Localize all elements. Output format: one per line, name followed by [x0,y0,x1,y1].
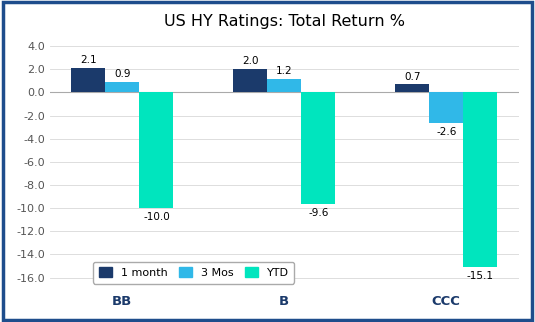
Bar [233,69,268,92]
Text: 0.7: 0.7 [404,71,421,81]
Legend: 1 month, 3 Mos, YTD: 1 month, 3 Mos, YTD [93,262,294,284]
Bar [268,79,301,92]
Bar [429,92,463,123]
Text: -2.6: -2.6 [436,127,456,137]
Text: 0.9: 0.9 [114,69,131,79]
Bar [105,82,140,92]
Text: -15.1: -15.1 [467,271,494,281]
Bar [301,92,335,204]
Text: 2.0: 2.0 [242,56,258,66]
Bar [71,68,105,92]
Text: -9.6: -9.6 [308,208,328,218]
Bar [140,92,173,208]
Text: -10.0: -10.0 [143,212,170,222]
Bar [463,92,497,267]
Bar [395,84,429,92]
Text: 2.1: 2.1 [80,55,97,65]
Text: 1.2: 1.2 [276,66,293,76]
Title: US HY Ratings: Total Return %: US HY Ratings: Total Return % [164,14,405,29]
